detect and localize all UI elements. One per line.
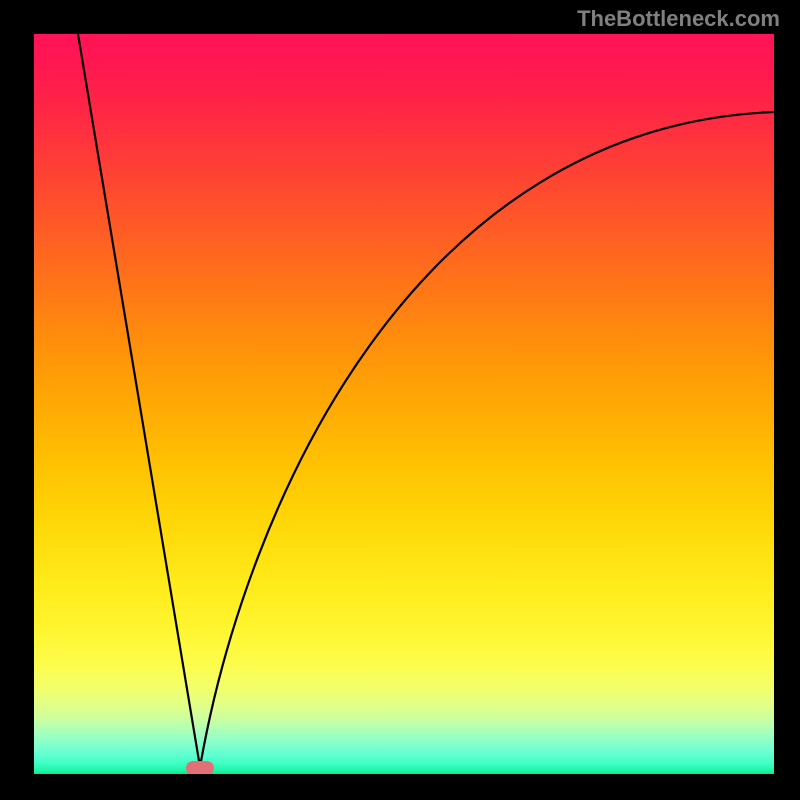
chart-svg	[34, 34, 774, 774]
watermark-text: TheBottleneck.com	[577, 6, 780, 32]
plot-area	[34, 34, 774, 774]
apex-marker	[186, 761, 214, 774]
chart-container: TheBottleneck.com	[0, 0, 800, 800]
gradient-background	[34, 34, 774, 774]
